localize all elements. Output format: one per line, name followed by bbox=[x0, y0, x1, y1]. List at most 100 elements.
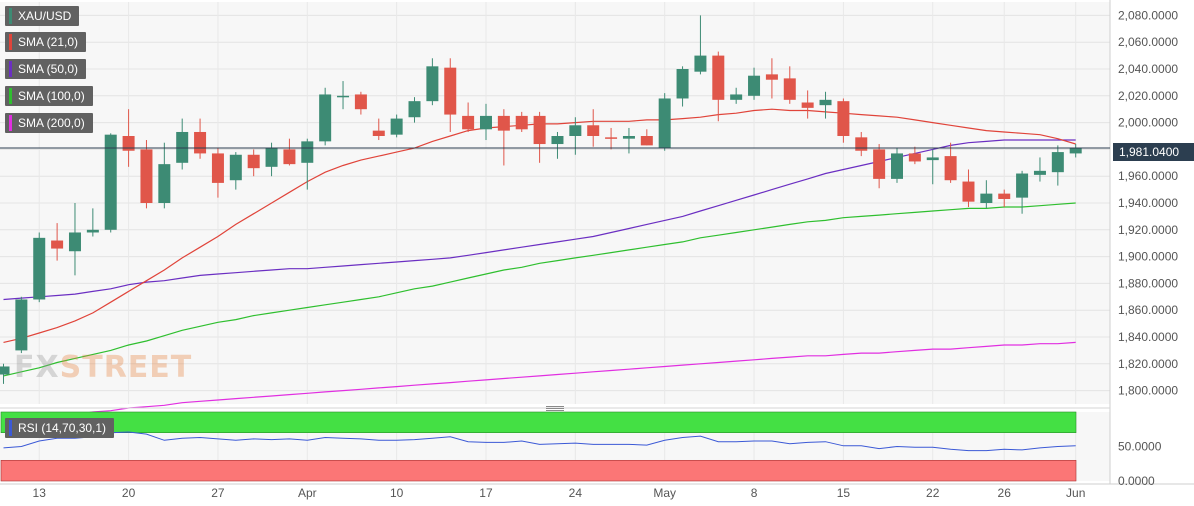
candle-body bbox=[980, 193, 993, 203]
candle bbox=[319, 87, 332, 146]
candle bbox=[694, 15, 707, 75]
price-tick-label: 1,960.0000 bbox=[1118, 169, 1178, 183]
candle bbox=[86, 208, 99, 237]
candle bbox=[51, 223, 64, 261]
candle-body bbox=[301, 141, 314, 163]
x-tick-label: 8 bbox=[751, 486, 758, 500]
candle-body bbox=[497, 115, 510, 131]
candle bbox=[390, 114, 403, 138]
candle-body bbox=[676, 69, 689, 99]
candle-body bbox=[730, 94, 743, 100]
x-tick-label: 15 bbox=[837, 486, 851, 500]
candle bbox=[640, 129, 653, 146]
candle-body bbox=[33, 237, 46, 300]
candle bbox=[337, 81, 350, 110]
candle bbox=[211, 148, 224, 198]
candle-body bbox=[551, 136, 564, 145]
candle bbox=[658, 93, 671, 151]
candle bbox=[855, 131, 868, 157]
candle bbox=[783, 66, 796, 104]
candle bbox=[944, 142, 957, 183]
fxstreet-logo: FXSTREET bbox=[14, 350, 193, 385]
candle bbox=[247, 149, 260, 177]
rsi-oversold-zone bbox=[0, 459, 1077, 482]
candle bbox=[765, 58, 778, 99]
legend-swatch bbox=[9, 419, 12, 436]
price-tick-label: 2,000.0000 bbox=[1118, 116, 1178, 130]
candle-body bbox=[194, 131, 207, 154]
candle bbox=[801, 90, 814, 119]
price-tick-label: 1,920.0000 bbox=[1118, 223, 1178, 237]
candle-body bbox=[176, 131, 189, 163]
candle bbox=[104, 133, 117, 233]
legend-swatch bbox=[9, 114, 12, 131]
candle-body bbox=[265, 148, 278, 167]
legend-swatch bbox=[9, 87, 12, 104]
candle-body bbox=[122, 136, 135, 151]
candle-body bbox=[622, 136, 635, 139]
candle-body bbox=[354, 94, 367, 110]
x-tick-label: 20 bbox=[122, 486, 136, 500]
candle-body bbox=[855, 137, 868, 151]
candle-body bbox=[86, 229, 99, 233]
legend-symbol[interactable]: XAU/USD bbox=[5, 6, 80, 26]
candle-body bbox=[462, 115, 475, 130]
candle bbox=[730, 87, 743, 104]
candle bbox=[426, 58, 439, 106]
legend-swatch bbox=[9, 33, 12, 50]
candle bbox=[1033, 157, 1046, 182]
legend-sma100[interactable]: SMA (100,0) bbox=[5, 86, 93, 106]
candle bbox=[301, 138, 314, 190]
candle-body bbox=[998, 193, 1011, 199]
candle-body bbox=[765, 74, 778, 80]
candle bbox=[140, 140, 153, 209]
x-tick-label: 17 bbox=[479, 486, 493, 500]
x-tick-label: 24 bbox=[569, 486, 583, 500]
x-tick-label: 13 bbox=[33, 486, 47, 500]
price-tick-label: 1,840.0000 bbox=[1118, 330, 1178, 344]
price-tick-label: 2,080.0000 bbox=[1118, 8, 1178, 22]
candle bbox=[837, 98, 850, 143]
candle-body bbox=[873, 149, 886, 179]
x-tick-label: May bbox=[653, 486, 676, 500]
candle bbox=[998, 189, 1011, 208]
candle bbox=[372, 118, 385, 141]
candle-body bbox=[390, 118, 403, 135]
candle bbox=[676, 66, 689, 107]
rsi-line bbox=[3, 431, 1076, 452]
candle bbox=[926, 149, 939, 185]
candle-body bbox=[229, 154, 242, 181]
candle bbox=[176, 118, 189, 170]
legend-sma21[interactable]: SMA (21,0) bbox=[5, 32, 87, 52]
candle bbox=[551, 131, 564, 159]
candle-body bbox=[211, 153, 224, 183]
price-tick-label: 2,060.0000 bbox=[1118, 35, 1178, 49]
candle-body bbox=[515, 115, 528, 130]
candle bbox=[873, 144, 886, 189]
price-tick-label: 1,860.0000 bbox=[1118, 303, 1178, 317]
candle-body bbox=[819, 99, 832, 106]
price-tick-label: 2,040.0000 bbox=[1118, 62, 1178, 76]
candle-body bbox=[51, 240, 64, 249]
price-tick-label: 1,900.0000 bbox=[1118, 250, 1178, 264]
pane-resize-handle[interactable] bbox=[546, 406, 564, 411]
candle bbox=[122, 109, 135, 167]
legend-rsi[interactable]: RSI (14,70,30,1) bbox=[5, 418, 115, 438]
candle-body bbox=[962, 181, 975, 202]
candle bbox=[712, 51, 725, 122]
candle bbox=[908, 146, 921, 165]
legend-sma50[interactable]: SMA (50,0) bbox=[5, 59, 87, 79]
legend-sma200[interactable]: SMA (200,0) bbox=[5, 113, 93, 133]
sma200-line bbox=[3, 341, 1076, 424]
candle-body bbox=[479, 115, 492, 130]
rsi-panel bbox=[0, 411, 1077, 482]
candle-body bbox=[1016, 173, 1029, 198]
candle-body bbox=[408, 101, 421, 118]
candle-body bbox=[140, 149, 153, 203]
candle bbox=[15, 296, 28, 354]
rsi-tick-label: 0.0000 bbox=[1118, 474, 1155, 488]
candle-body bbox=[640, 136, 653, 146]
candle-body bbox=[891, 153, 903, 179]
